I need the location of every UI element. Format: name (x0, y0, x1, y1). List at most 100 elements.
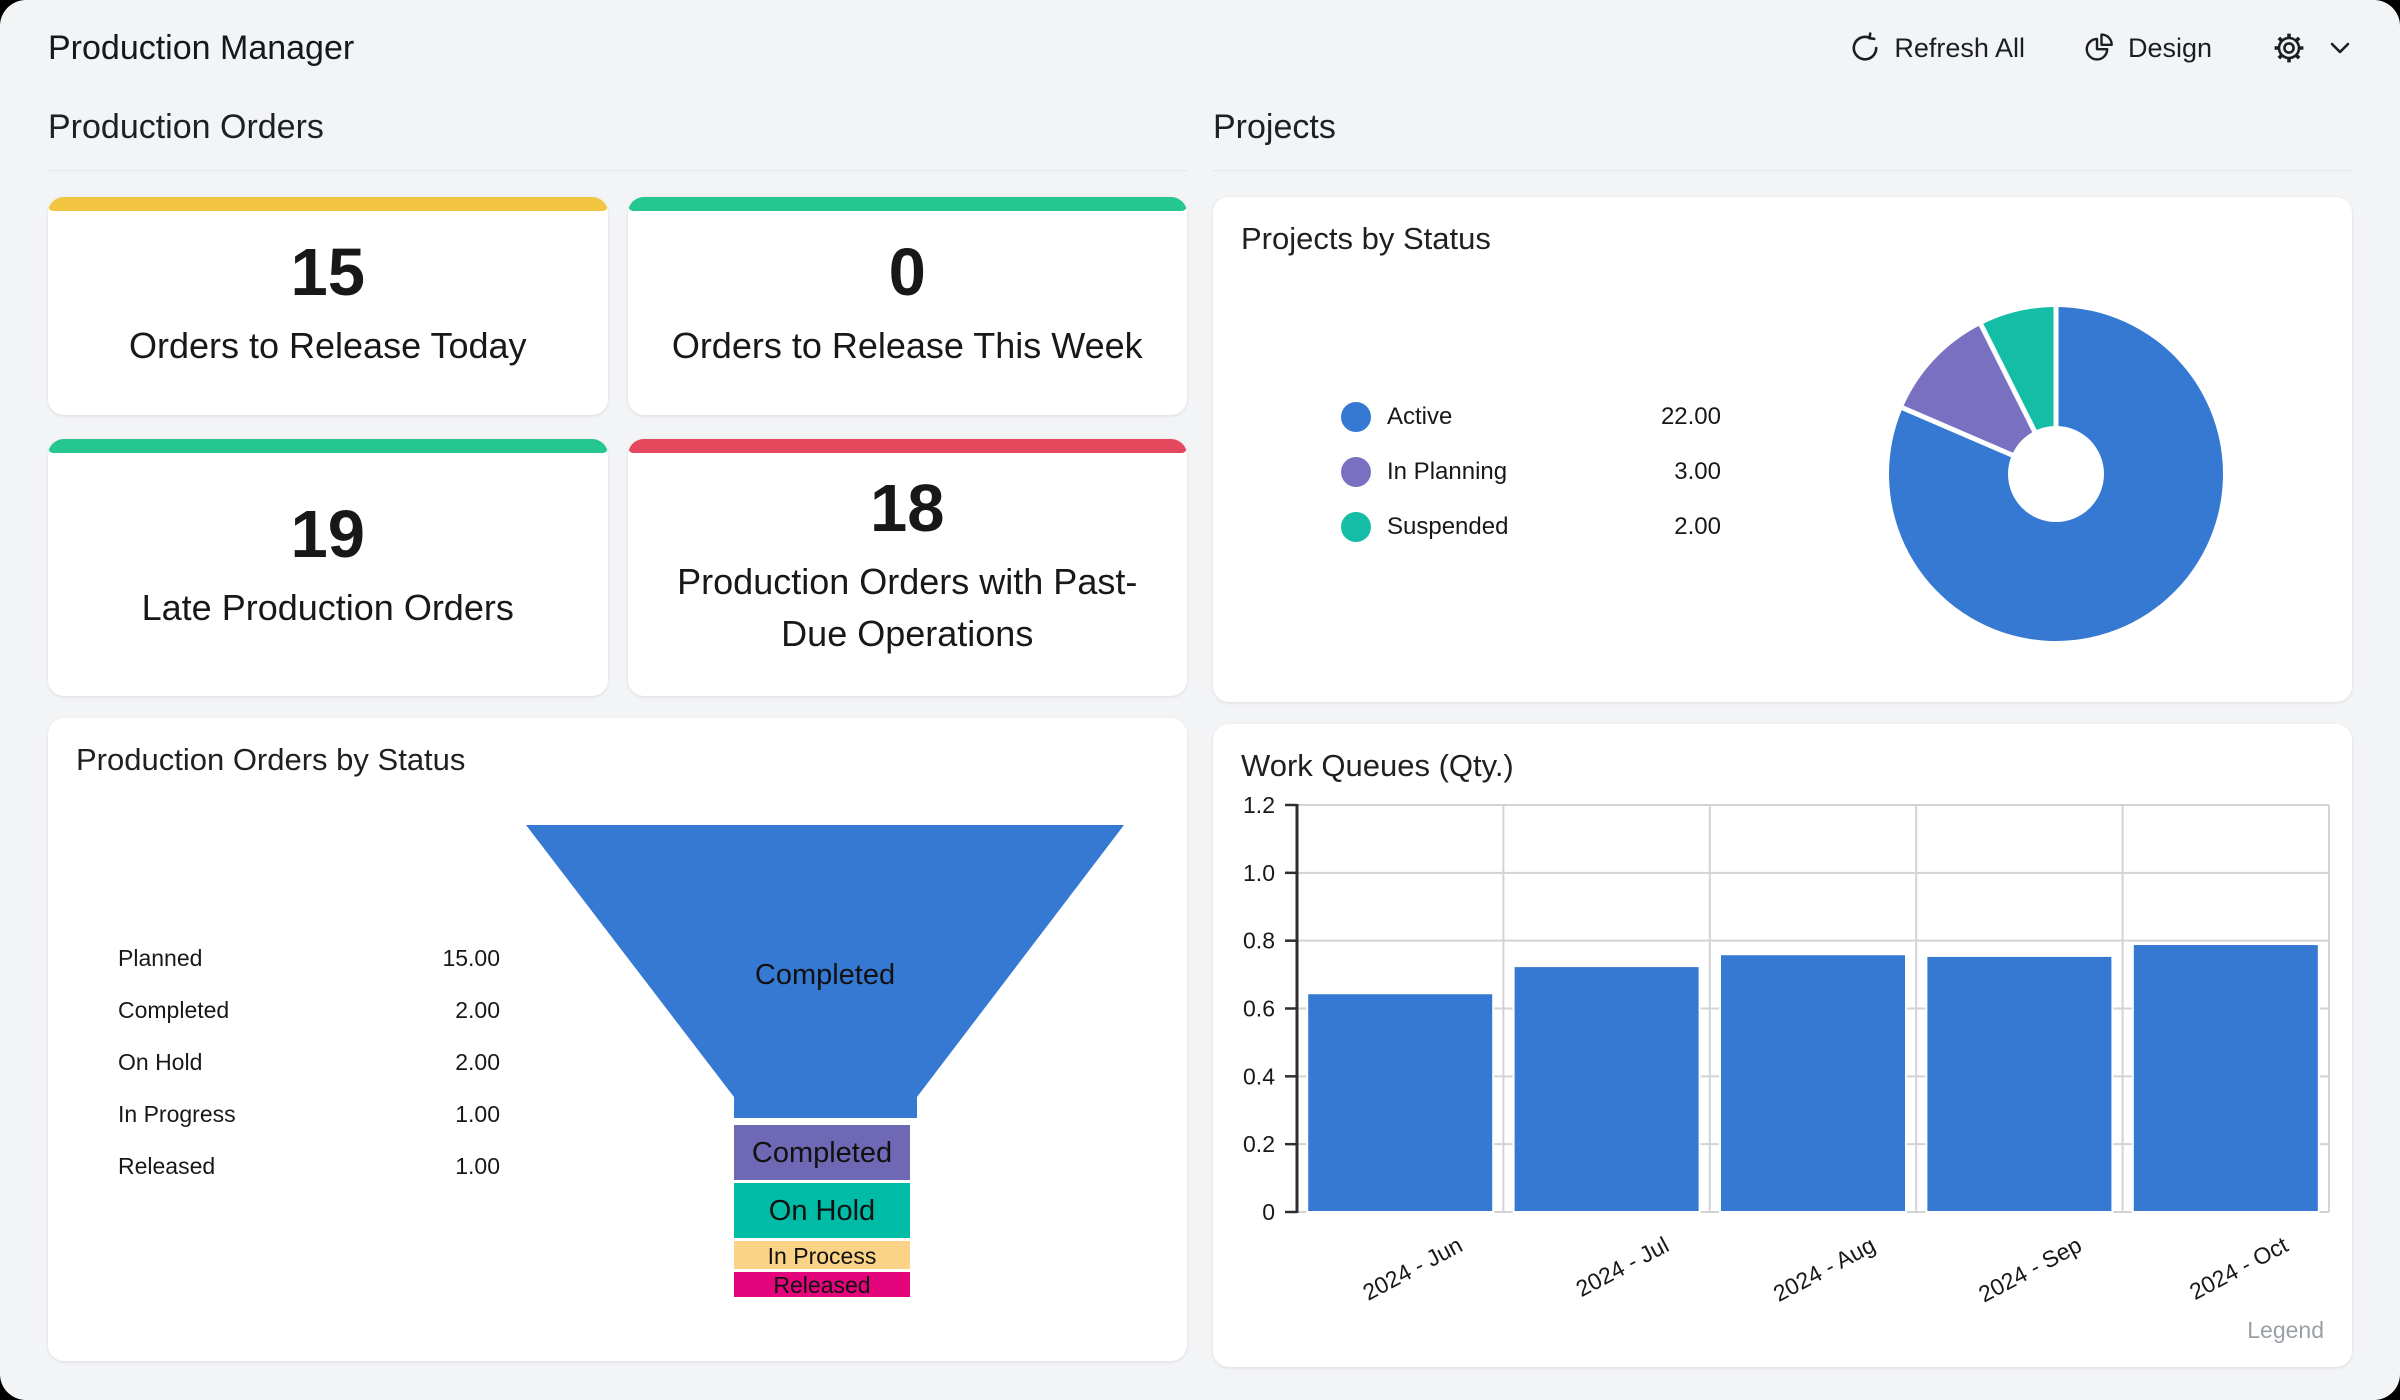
legend-value: 22.00 (1660, 402, 1721, 430)
kpi-grid: 15 Orders to Release Today 0 Orders to R… (48, 197, 1187, 696)
legend-item-released[interactable]: Released 1.00 (118, 1140, 500, 1192)
funnel-segment-completed[interactable] (734, 1125, 910, 1180)
funnel-segment-released[interactable] (734, 1272, 910, 1297)
bar-2024-jul[interactable] (1512, 965, 1701, 1213)
legend-value: 2.00 (1674, 512, 1721, 540)
legend-label: Released (118, 1152, 216, 1179)
kpi-value: 18 (869, 470, 945, 546)
settings-button[interactable] (2270, 29, 2352, 67)
y-tick-label: 1.0 (1243, 860, 1275, 886)
kpi-label: Production Orders with Past-Due Operatio… (677, 560, 1138, 654)
kpi-value: 19 (290, 496, 366, 572)
x-axis-label-2024-jul: 2024 - Jul (1572, 1231, 1673, 1301)
legend-item-active[interactable]: Active 22.00 (1341, 389, 1721, 444)
donut-legend: Active 22.00 In Planning 3.00 Suspended 2.00 (1341, 389, 1721, 554)
bar-2024-aug[interactable] (1719, 953, 1907, 1213)
bar-2024-jun[interactable] (1306, 992, 1495, 1213)
gear-icon (2270, 29, 2308, 67)
x-axis-label-2024-oct: 2024 - Oct (2185, 1231, 2293, 1305)
section-production-orders: Production Orders (48, 96, 1187, 171)
kpi-past-due-operations[interactable]: 18 Production Orders with Past-Due Opera… (627, 439, 1187, 696)
legend-footer: Legend (2247, 1317, 2324, 1343)
legend-value: 2.00 (455, 1048, 500, 1075)
legend-label: Planned (118, 944, 203, 971)
kpi-value: 0 (888, 235, 926, 311)
kpi-accent-bar (627, 197, 1187, 211)
legend-item-planned[interactable]: Planned 15.00 (118, 932, 500, 984)
legend-label: Suspended (1387, 512, 1509, 540)
legend-item-suspended[interactable]: Suspended 2.00 (1341, 499, 1721, 554)
pie-chart-icon (2083, 32, 2115, 64)
design-button[interactable]: Design (2083, 32, 2212, 64)
design-label: Design (2127, 32, 2212, 63)
funnel-legend: Planned 15.00 Completed 2.00 On Hold 2.00 In P… (118, 932, 500, 1192)
kpi-label: Late Production Orders (141, 586, 514, 628)
app-header: Production Manager Refresh All (48, 0, 2352, 96)
bar-2024-oct[interactable] (2131, 943, 2320, 1214)
legend-label: Active (1387, 402, 1453, 430)
x-axis-label-2024-sep: 2024 - Sep (1974, 1231, 2086, 1307)
funnel-segment-in-progress[interactable] (734, 1241, 910, 1269)
section-projects: Projects (1213, 96, 2352, 171)
legend-label: In Progress (118, 1100, 236, 1127)
donut-hole (2008, 426, 2104, 522)
y-tick-label: 0.8 (1243, 928, 1275, 954)
kpi-label: Orders to Release This Week (671, 325, 1143, 367)
bar-chart: 0 0.2 0.4 0.6 0.8 1.0 1.2 2024 - Jun 2024 - Jul 2… (1243, 792, 2330, 1307)
donut-chart-title: Projects by Status (1241, 221, 1491, 256)
refresh-icon (1849, 32, 1881, 64)
y-tick-label: 1.2 (1243, 792, 1275, 818)
bar-chart-title: Work Queues (Qty.) (1241, 748, 1514, 783)
funnel-segment-on-hold[interactable] (734, 1183, 910, 1238)
funnel-segment-label: Released (773, 1272, 870, 1298)
work-queues-card: Work Queues (Qty.) 0 0.2 0.4 0.6 0.8 1.0 1.2 20… (1213, 724, 2352, 1367)
legend-item-on-hold[interactable]: On Hold 2.00 (118, 1036, 500, 1088)
legend-value: 15.00 (442, 944, 500, 971)
kpi-accent-bar (48, 197, 608, 211)
kpi-accent-bar (627, 439, 1187, 453)
refresh-all-label: Refresh All (1894, 32, 2025, 63)
legend-value: 1.00 (455, 1152, 500, 1179)
y-tick-label: 0 (1262, 1199, 1275, 1225)
production-orders-by-status-card: Production Orders by Status Planned 15.00… (48, 718, 1187, 1361)
legend-item-in-progress[interactable]: In Progress 1.00 (118, 1088, 500, 1140)
y-tick-label: 0.6 (1243, 996, 1275, 1022)
kpi-accent-bar (48, 439, 608, 453)
funnel-segment-planned[interactable] (526, 825, 1124, 1118)
page-title: Production Manager (48, 28, 355, 67)
chevron-down-icon (2328, 39, 2352, 57)
kpi-orders-to-release-today[interactable]: 15 Orders to Release Today (48, 197, 608, 415)
funnel-chart-title: Production Orders by Status (76, 742, 466, 777)
funnel-chart: Completed Completed On Hold In Process Relea… (526, 825, 1124, 1298)
kpi-value: 15 (290, 235, 366, 311)
kpi-late-production-orders[interactable]: 19 Late Production Orders (48, 439, 608, 696)
kpi-label: Orders to Release Today (128, 325, 527, 367)
legend-label: In Planning (1387, 457, 1508, 485)
refresh-all-button[interactable]: Refresh All (1849, 32, 2025, 64)
donut-slice-in-planning[interactable] (1902, 324, 2056, 474)
kpi-orders-to-release-this-week[interactable]: 0 Orders to Release This Week (627, 197, 1187, 415)
funnel-segment-label: In Process (768, 1243, 877, 1269)
projects-by-status-card: Projects by Status Active 22.00 In Plannin… (1213, 197, 2352, 702)
x-axis-label-2024-jun: 2024 - Jun (1358, 1231, 1466, 1305)
legend-label: Completed (118, 996, 230, 1023)
dashboard-content: Production Orders 15 Orders to Release T… (48, 96, 2352, 1367)
legend-swatch (1341, 511, 1371, 542)
bar-2024-sep[interactable] (1925, 954, 2114, 1213)
legend-swatch (1341, 401, 1371, 432)
legend-value: 3.00 (1674, 457, 1721, 485)
funnel-segment-label: Completed (752, 1137, 892, 1169)
legend-label: On Hold (118, 1048, 203, 1075)
header-actions: Refresh All Design (1849, 29, 2352, 67)
funnel-segment-label: On Hold (769, 1195, 875, 1227)
y-tick-label: 0.4 (1243, 1063, 1275, 1089)
y-tick-label: 0.2 (1243, 1131, 1275, 1157)
legend-value: 2.00 (455, 996, 500, 1023)
column-projects: Projects Projects by Status Active 22.00 I… (1213, 96, 2352, 1367)
legend-item-completed[interactable]: Completed 2.00 (118, 984, 500, 1036)
legend-swatch (1341, 456, 1371, 487)
column-production-orders: Production Orders 15 Orders to Release T… (48, 96, 1187, 1367)
funnel-segment-label: Completed (755, 959, 895, 991)
legend-item-in-planning[interactable]: In Planning 3.00 (1341, 444, 1721, 499)
